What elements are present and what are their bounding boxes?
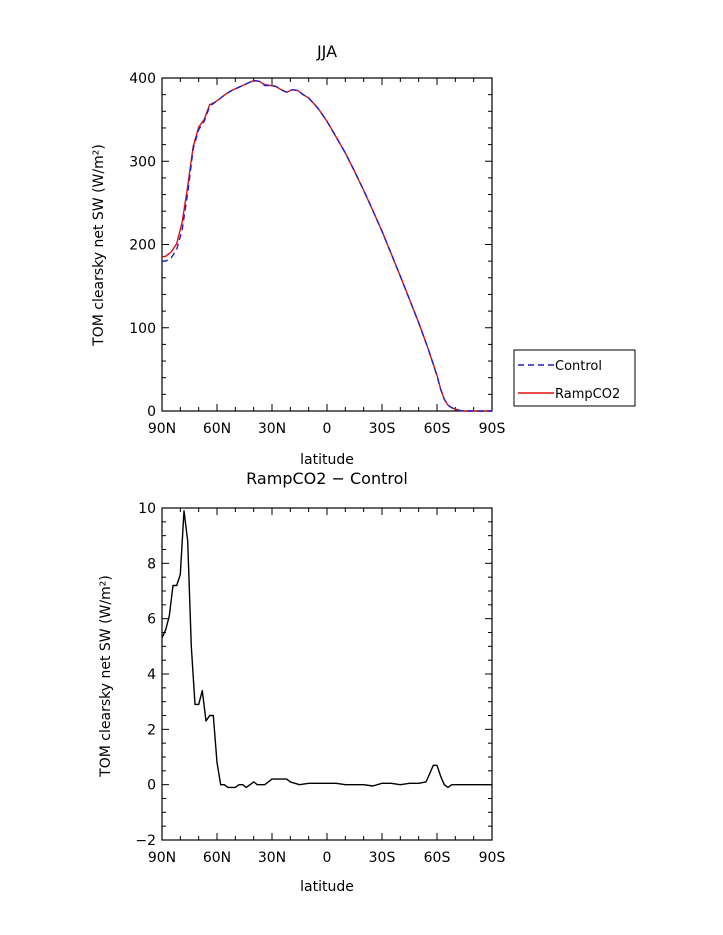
top-x-axis-title: latitude	[300, 452, 354, 468]
legend-box	[513, 349, 636, 407]
top-y-tick-label: 100	[129, 321, 156, 337]
top-x-tick-label: 60S	[424, 421, 451, 437]
legend-label-control: Control	[555, 359, 602, 374]
bottom-x-tick-label: 90S	[479, 850, 506, 866]
top-series-rampco2-line	[161, 79, 492, 412]
top-y-tick-label: 400	[129, 71, 156, 87]
legend: Control RampCO2	[513, 349, 636, 407]
bottom-x-tick-label: 30S	[369, 850, 396, 866]
top-x-tick-label: 60N	[203, 421, 231, 437]
bottom-chart-title: RampCO2 − Control	[246, 469, 408, 488]
bottom-panel: RampCO2 − Control TOM clearsky net SW (W…	[98, 469, 505, 895]
top-panel: JJA TOM clearsky net SW (W/m²) latitude …	[91, 42, 636, 468]
top-y-tick-label: 200	[129, 238, 156, 254]
top-y-tick-label: 0	[147, 404, 156, 420]
bottom-x-tick-label: 60S	[424, 850, 451, 866]
bottom-y-tick-label: 8	[147, 556, 156, 572]
legend-label-rampco2: RampCO2	[555, 387, 620, 402]
top-y-axis-title: TOM clearsky net SW (W/m²)	[91, 144, 107, 347]
bottom-series-difference-line	[161, 510, 492, 789]
top-x-tick-label: 30N	[258, 421, 286, 437]
bottom-y-axis-title: TOM clearsky net SW (W/m²)	[98, 575, 114, 778]
bottom-x-tick-label: 90N	[148, 850, 176, 866]
bottom-plot-frame	[161, 507, 493, 841]
bottom-x-tick-label: 30N	[258, 850, 286, 866]
bottom-y-tick-label: −2	[135, 833, 156, 849]
top-x-tick-label: 30S	[369, 421, 396, 437]
bottom-x-tick-label: 0	[323, 850, 332, 866]
top-y-tick-label: 300	[129, 154, 156, 170]
bottom-y-tick-label: 2	[147, 722, 156, 738]
top-series-control-line	[162, 79, 492, 412]
top-x-tick-label: 0	[323, 421, 332, 437]
top-x-tick-label: 90N	[148, 421, 176, 437]
bottom-plot-area: 90N 60N 30N 0 30S 60S 90S −2 0 2 4 6 8 10	[135, 501, 505, 866]
top-x-tick-label: 90S	[479, 421, 506, 437]
top-chart-title: JJA	[316, 42, 337, 61]
bottom-y-tick-label: 6	[147, 612, 156, 628]
bottom-y-tick-label: 0	[147, 778, 156, 794]
bottom-x-axis-title: latitude	[300, 879, 354, 895]
bottom-y-tick-label: 4	[147, 667, 156, 683]
top-plot-frame	[161, 77, 493, 412]
bottom-x-tick-label: 60N	[203, 850, 231, 866]
bottom-y-tick-label: 10	[138, 501, 156, 517]
top-plot-area: 90N 60N 30N 0 30S 60S 90S 0 100 200 300 400	[129, 71, 505, 437]
